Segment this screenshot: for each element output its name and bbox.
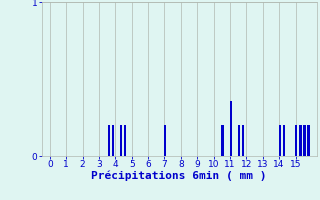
Bar (303, 125, 306, 156)
Bar (299, 125, 301, 156)
Bar (238, 125, 240, 156)
Bar (124, 125, 126, 156)
Bar (279, 125, 281, 156)
Bar (112, 125, 114, 156)
Bar (295, 125, 298, 156)
Bar (108, 125, 110, 156)
Bar (164, 125, 166, 156)
Bar (230, 101, 232, 156)
Bar (308, 125, 310, 156)
Bar (120, 125, 122, 156)
Bar (283, 125, 285, 156)
Bar (242, 125, 244, 156)
Bar (221, 125, 224, 156)
X-axis label: Précipitations 6min ( mm ): Précipitations 6min ( mm ) (92, 171, 267, 181)
